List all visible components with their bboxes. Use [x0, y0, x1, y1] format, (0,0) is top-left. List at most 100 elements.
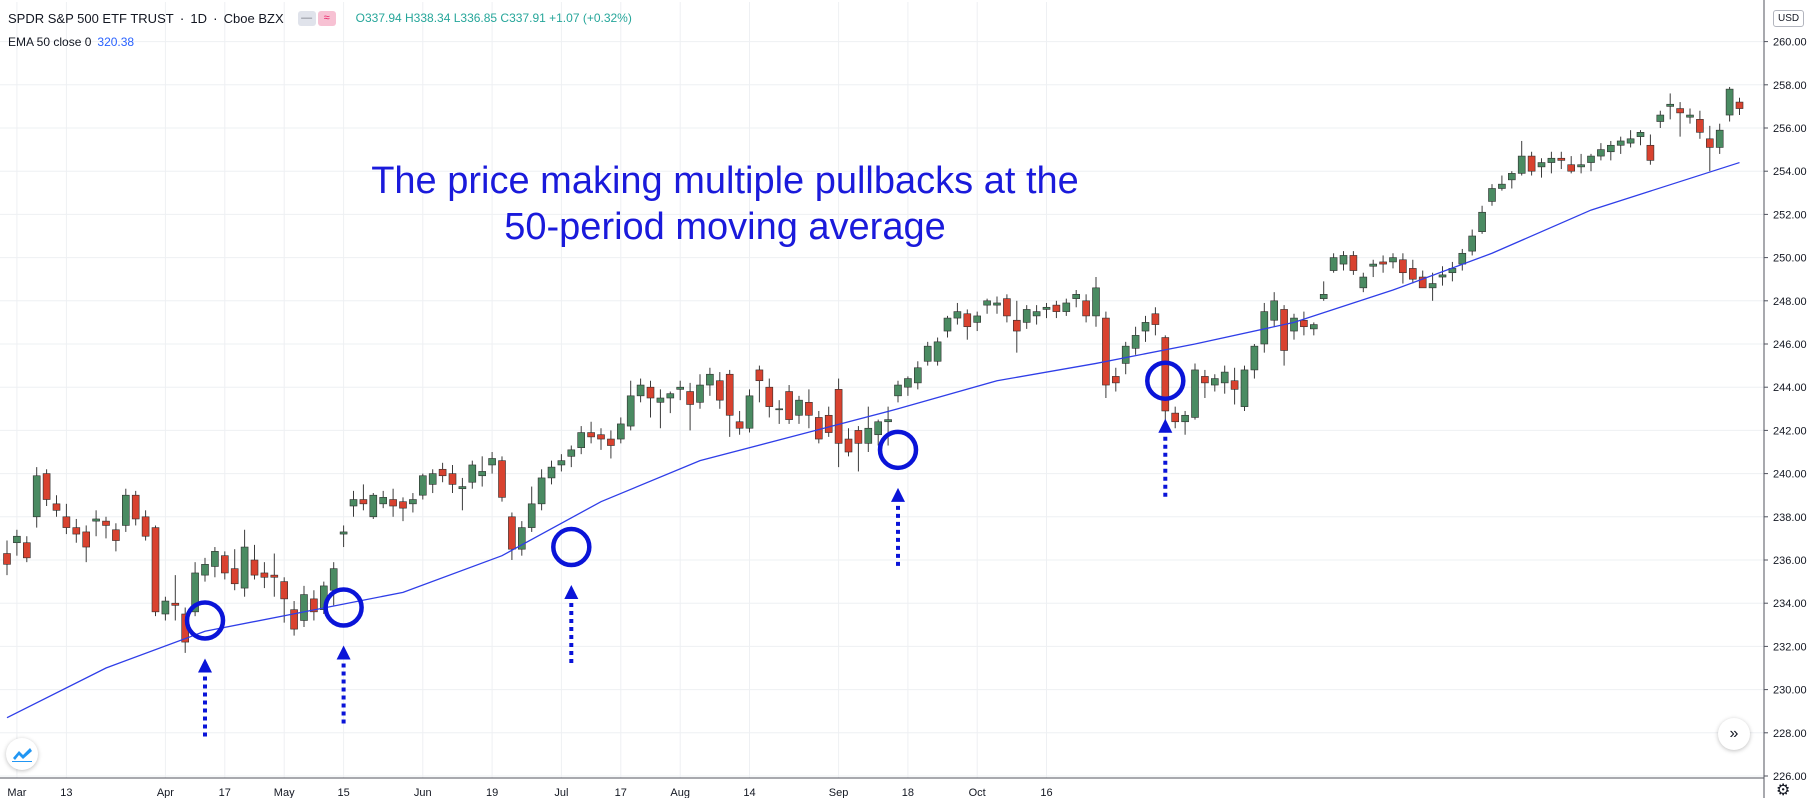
candle-body [1607, 144, 1615, 153]
candle-body [458, 486, 467, 490]
time-tick-label: 16 [1040, 787, 1052, 798]
candle-body [201, 564, 209, 576]
candle-body [1240, 369, 1249, 407]
candle-body [428, 473, 437, 485]
chart-annotation: The price making multiple pullbacks at t… [300, 158, 1150, 250]
candle-body [676, 386, 685, 390]
price-tick-label: 234.00 [1773, 598, 1807, 610]
candle-body [1290, 317, 1298, 332]
candle-body [547, 466, 556, 479]
status-pills[interactable]: — ≈ [297, 10, 336, 26]
candle-body [1032, 311, 1041, 317]
annotation-line-2: 50-period moving average [504, 206, 946, 248]
candle-body [725, 373, 734, 416]
pullback-circle [551, 526, 592, 568]
candle-body [211, 551, 219, 567]
candle-body [626, 395, 635, 427]
time-tick-label: Oct [969, 787, 986, 798]
candle-body [1201, 376, 1209, 384]
candle-body [310, 598, 318, 613]
candle-body [1141, 322, 1150, 332]
pullback-circle [1145, 360, 1186, 401]
time-tick-label: 14 [743, 787, 755, 798]
candle-body [260, 572, 269, 578]
currency-badge[interactable]: USD [1773, 10, 1805, 27]
pullback-arrow-head [564, 585, 579, 600]
candle-body [161, 600, 170, 615]
time-tick-label: Sep [829, 787, 849, 798]
candle-body [1012, 319, 1021, 332]
candle-body [1329, 257, 1338, 271]
time-tick-label: Jun [414, 787, 432, 798]
candle-body [42, 473, 51, 500]
candle-body [438, 468, 447, 477]
time-tick-label: 18 [902, 787, 914, 798]
price-tick-label: 252.00 [1773, 209, 1807, 221]
candle-body [1151, 313, 1160, 325]
candle-body [1230, 380, 1239, 390]
price-tick-label: 240.00 [1773, 469, 1807, 481]
candle-body [1458, 252, 1467, 265]
candle-body [824, 414, 833, 433]
candle-body [1567, 164, 1575, 172]
candle-body [527, 503, 536, 528]
symbol-name[interactable]: SPDR S&P 500 ETF TRUST [8, 10, 174, 26]
candle-body [1498, 183, 1506, 189]
candle-body [250, 559, 259, 576]
candle-body [240, 546, 249, 589]
candle-body [1389, 257, 1397, 263]
minus-icon[interactable]: — [297, 10, 316, 26]
candle-body [636, 384, 645, 397]
candle-body [191, 572, 199, 613]
candle-body [1676, 108, 1684, 114]
approx-icon[interactable]: ≈ [317, 10, 336, 26]
candle-body [1646, 144, 1655, 161]
double-chevron-right-icon[interactable]: » [1718, 718, 1750, 750]
candle-body [369, 494, 378, 518]
price-tick-label: 226.00 [1773, 771, 1807, 783]
candle-body [696, 384, 704, 403]
candle-body [1557, 157, 1566, 161]
price-tick-label: 258.00 [1773, 80, 1807, 92]
candle-body [884, 419, 892, 423]
candle-body [973, 315, 982, 323]
time-tick-label: Aug [670, 787, 690, 798]
candle-body [399, 501, 407, 509]
candle-body [864, 427, 873, 444]
candle-body [1488, 188, 1496, 202]
pullback-circle [877, 429, 919, 471]
candle-body [329, 568, 338, 591]
price-tick-label: 232.00 [1773, 641, 1807, 653]
candle-body [409, 499, 417, 505]
interval-label[interactable]: 1D [190, 10, 207, 26]
candle-body [52, 503, 61, 511]
candle-body [953, 311, 962, 319]
candle-body [1082, 300, 1090, 317]
pullback-arrow-head [198, 658, 212, 673]
candle-body [1191, 369, 1199, 418]
candle-body [102, 520, 110, 526]
indicator-label: EMA 50 close 0 [8, 35, 92, 49]
indicator-legend[interactable]: EMA 50 close 0 320.38 [8, 35, 134, 49]
price-tick-label: 248.00 [1773, 296, 1807, 308]
candle-body [1300, 319, 1308, 328]
candle-body [1131, 335, 1140, 349]
candle-body [1211, 378, 1219, 386]
candle-body [359, 499, 368, 505]
candle-body [349, 499, 358, 507]
candle-body [1537, 162, 1546, 168]
gear-icon[interactable]: ⚙ [1776, 782, 1791, 799]
ema-50-line [6, 161, 1740, 719]
candle-body [854, 430, 863, 444]
candle-body [805, 402, 813, 416]
candle-body [1062, 302, 1071, 312]
candle-body [1517, 155, 1526, 174]
candle-body [557, 460, 566, 466]
candle-body [1725, 88, 1734, 116]
tradingview-logo-icon[interactable] [6, 738, 38, 770]
time-tick-label: 17 [615, 787, 627, 798]
candle-body [745, 395, 754, 429]
candle-body [1399, 259, 1407, 274]
candle-body [1715, 129, 1724, 148]
